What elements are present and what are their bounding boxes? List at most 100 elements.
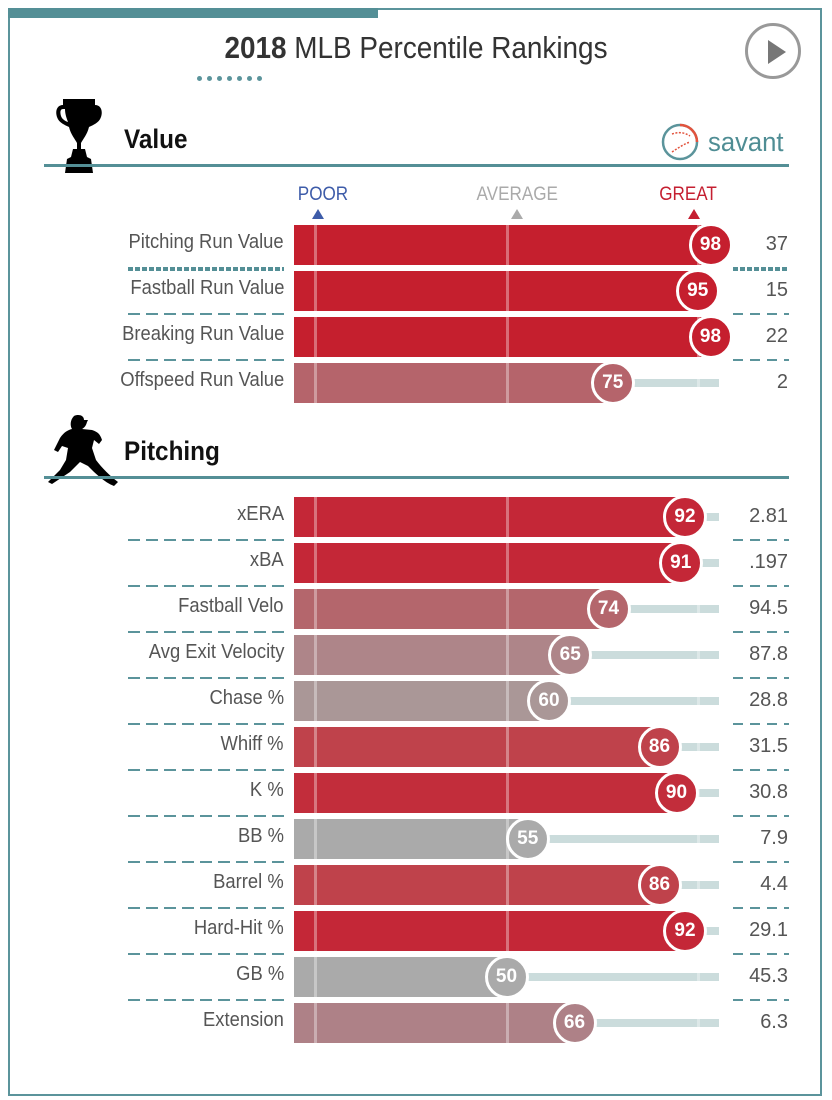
metric-label: K %	[250, 779, 284, 801]
percentile-badge: 50	[484, 955, 529, 999]
scale-label-average: AVERAGE	[476, 184, 558, 205]
play-icon	[768, 40, 786, 64]
scale-marker-great	[688, 209, 700, 219]
gridline	[314, 681, 318, 721]
metric-label: xBA	[250, 549, 284, 571]
metric-label: Fastball Run Value	[129, 277, 284, 299]
metric-label: Avg Exit Velocity	[148, 641, 284, 663]
section-title-value: Value	[124, 124, 188, 154]
row-separator	[733, 769, 789, 771]
percentile-badge: 95	[675, 269, 720, 313]
percentile-badge: 65	[548, 633, 593, 677]
percentile-badge: 66	[552, 1001, 597, 1045]
percentile-bar[interactable]	[294, 271, 698, 311]
row-separator	[733, 861, 789, 863]
gridline	[314, 225, 318, 265]
gridline	[696, 589, 700, 629]
gridline	[505, 681, 509, 721]
gridline	[505, 635, 509, 675]
title-underline-dots	[197, 76, 262, 81]
percentile-badge: 55	[505, 817, 550, 861]
percentile-bar[interactable]	[294, 363, 613, 403]
metric-value: 29.1	[749, 919, 788, 941]
row-separator	[733, 815, 789, 817]
percentile-bar[interactable]	[294, 819, 528, 859]
percentile-bar[interactable]	[294, 543, 681, 583]
row-separator	[733, 953, 789, 955]
scale-marker-poor	[312, 209, 324, 219]
gridline	[314, 819, 318, 859]
gridline	[505, 911, 509, 951]
savant-logo[interactable]: savant	[660, 122, 786, 162]
top-accent-bar	[8, 8, 378, 18]
metric-value: 31.5	[749, 735, 788, 757]
percentile-bar[interactable]	[294, 317, 711, 357]
percentile-bar[interactable]	[294, 1003, 575, 1043]
percentile-bar[interactable]	[294, 727, 660, 767]
metric-label: xERA	[236, 503, 284, 525]
row-separator	[733, 539, 789, 541]
gridline	[505, 773, 509, 813]
percentile-badge: 74	[586, 587, 631, 631]
metric-label: Fastball Velo	[178, 595, 284, 617]
percentile-bar[interactable]	[294, 911, 685, 951]
row-separator	[128, 267, 284, 271]
savant-text: savant	[707, 126, 784, 157]
percentile-bar[interactable]	[294, 957, 507, 997]
row-separator	[733, 907, 789, 909]
metric-value: 2.81	[749, 505, 788, 527]
metric-label: Offspeed Run Value	[119, 369, 284, 391]
percentile-badge: 98	[688, 315, 733, 359]
percentile-bar[interactable]	[294, 681, 549, 721]
percentile-badge: 60	[527, 679, 571, 723]
gridline	[696, 865, 700, 905]
metric-value: 28.8	[749, 689, 788, 711]
row-separator	[128, 769, 284, 771]
row-separator	[128, 585, 284, 587]
gridline	[314, 589, 318, 629]
scale-label-great: GREAT	[659, 184, 717, 205]
trophy-icon	[56, 99, 102, 173]
percentile-badge: 91	[658, 541, 703, 585]
metric-label: Pitching Run Value	[128, 231, 284, 253]
gridline	[505, 225, 509, 265]
percentile-bar[interactable]	[294, 589, 609, 629]
row-separator	[733, 585, 789, 587]
metric-value: 30.8	[749, 781, 788, 803]
gridline	[505, 363, 509, 403]
percentile-bar[interactable]	[294, 497, 685, 537]
gridline	[696, 727, 700, 767]
metric-value: .197	[749, 551, 788, 573]
gridline	[505, 271, 509, 311]
row-separator	[128, 631, 284, 633]
gridline	[505, 497, 509, 537]
pitcher-icon	[48, 415, 118, 486]
gridline	[696, 681, 700, 721]
gridline	[505, 317, 509, 357]
gridline	[505, 727, 509, 767]
percentile-bar[interactable]	[294, 225, 711, 265]
metric-value: 45.3	[749, 965, 788, 987]
gridline	[696, 363, 700, 403]
percentile-badge: 90	[654, 771, 699, 815]
percentile-badge: 86	[637, 725, 682, 769]
gridline	[314, 271, 318, 311]
row-separator	[128, 723, 284, 725]
gridline	[314, 957, 318, 997]
percentile-bar[interactable]	[294, 773, 677, 813]
gridline	[314, 635, 318, 675]
gridline	[696, 957, 700, 997]
title-year: 2018	[224, 30, 287, 65]
gridline	[696, 635, 700, 675]
percentile-badge: 92	[663, 909, 707, 953]
row-separator	[128, 313, 284, 315]
percentile-bar[interactable]	[294, 865, 660, 905]
metric-label: Barrel %	[213, 871, 284, 893]
gridline	[314, 727, 318, 767]
section-title-pitching: Pitching	[124, 436, 220, 466]
gridline	[505, 1003, 509, 1043]
play-button[interactable]	[745, 23, 801, 79]
percentile-bar[interactable]	[294, 635, 571, 675]
row-separator	[733, 359, 789, 361]
gridline	[505, 589, 509, 629]
